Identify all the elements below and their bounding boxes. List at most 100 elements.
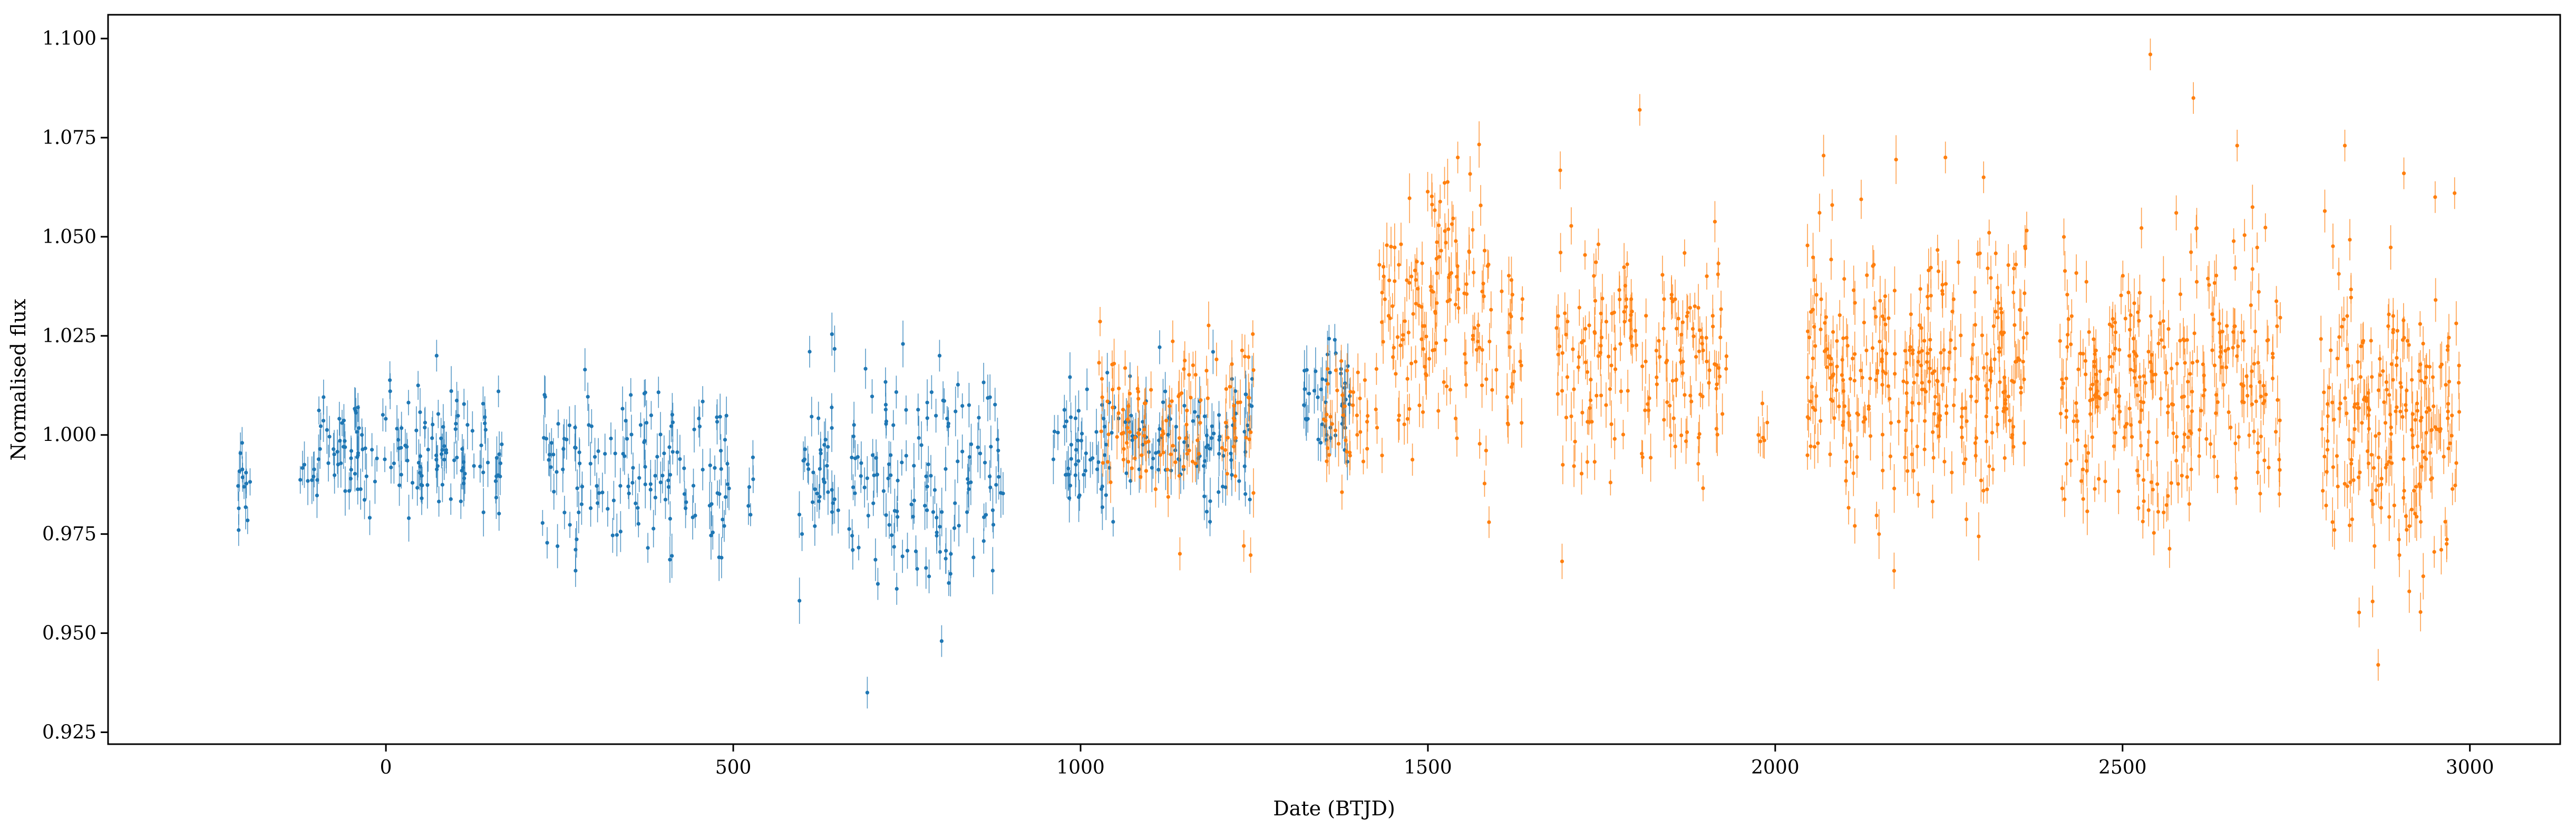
data-point: [915, 567, 919, 571]
data-point: [1510, 382, 1515, 386]
data-point: [2113, 431, 2117, 435]
data-point: [1116, 386, 1121, 391]
data-point: [2171, 402, 2175, 407]
data-point: [2330, 520, 2335, 524]
data-point: [1434, 256, 1438, 261]
data-point: [238, 451, 242, 455]
data-point: [426, 447, 430, 452]
data-point: [678, 457, 682, 461]
data-point: [630, 480, 635, 485]
data-point: [1191, 363, 1195, 368]
data-point: [2224, 365, 2229, 370]
data-point: [1377, 263, 1382, 267]
data-point: [626, 484, 630, 488]
data-point: [925, 485, 929, 489]
data-point: [609, 436, 613, 441]
data-point: [2204, 437, 2209, 441]
data-point: [859, 474, 863, 478]
data-point: [1585, 460, 1589, 464]
data-point: [884, 513, 888, 517]
data-point: [356, 451, 361, 455]
data-point: [2241, 383, 2246, 388]
data-point: [1512, 369, 1517, 374]
data-point: [2389, 362, 2394, 367]
data-point: [1191, 419, 1195, 423]
data-point: [2376, 388, 2381, 392]
data-point: [1207, 323, 1211, 328]
data-point: [2134, 383, 2138, 388]
data-point: [2266, 338, 2270, 342]
data-point: [2327, 386, 2331, 390]
data-point: [2451, 487, 2455, 491]
data-point: [1520, 297, 1524, 301]
data-point: [1807, 335, 1812, 340]
data-point: [2175, 361, 2179, 366]
data-point: [2182, 432, 2187, 437]
data-point: [452, 458, 456, 463]
data-point: [2409, 507, 2414, 512]
data-point: [990, 508, 995, 513]
data-point: [1688, 393, 1693, 398]
data-point: [644, 420, 649, 425]
data-point: [1063, 425, 1067, 429]
data-point: [1862, 415, 1867, 419]
data-point: [2246, 393, 2250, 398]
data-point: [1992, 357, 1997, 361]
data-point: [1648, 456, 1653, 460]
data-point: [1826, 354, 1831, 358]
data-point: [498, 474, 502, 479]
data-point: [1987, 464, 1991, 468]
data-point: [2337, 407, 2341, 411]
data-point: [1389, 245, 1393, 249]
data-point: [1685, 430, 1689, 434]
data-point: [1401, 333, 1405, 337]
data-point: [892, 545, 896, 549]
data-point: [1618, 297, 1622, 302]
data-point: [2379, 506, 2383, 510]
data-point: [1942, 459, 1947, 464]
data-point: [561, 467, 565, 471]
data-point: [1893, 372, 1897, 376]
data-point: [1700, 342, 1704, 346]
data-point: [1622, 310, 1626, 314]
data-point: [2180, 474, 2184, 478]
data-point: [1765, 420, 1770, 425]
data-point: [957, 524, 961, 528]
data-point: [1705, 274, 1709, 278]
data-point: [2446, 416, 2450, 420]
data-point: [1393, 279, 1397, 283]
data-point: [658, 432, 663, 437]
data-point: [1923, 419, 1927, 423]
data-point: [656, 390, 660, 394]
data-point: [944, 556, 948, 561]
data-point: [2162, 345, 2166, 349]
data-point: [813, 487, 817, 492]
data-point: [2025, 331, 2029, 335]
data-point: [1116, 411, 1121, 416]
data-point: [2336, 484, 2340, 489]
data-point: [751, 455, 755, 459]
data-point: [565, 437, 569, 441]
data-point: [991, 523, 996, 527]
data-point: [1586, 420, 1590, 424]
data-point: [610, 533, 615, 537]
data-point: [325, 428, 329, 432]
data-point: [1844, 335, 1849, 340]
data-point: [1926, 306, 1930, 311]
data-point: [2421, 574, 2425, 579]
data-point: [818, 495, 822, 499]
data-point: [1621, 432, 1626, 437]
data-point: [1100, 395, 1104, 399]
data-point: [1847, 413, 1851, 418]
data-point: [1557, 344, 1562, 349]
data-point: [850, 455, 854, 460]
data-point: [1664, 360, 1668, 365]
data-point: [1928, 366, 1932, 371]
data-point: [1436, 223, 1441, 227]
data-point: [618, 484, 623, 488]
data-point: [2397, 553, 2402, 557]
data-point: [1398, 343, 1403, 348]
data-point: [718, 448, 723, 453]
data-point: [244, 505, 248, 509]
